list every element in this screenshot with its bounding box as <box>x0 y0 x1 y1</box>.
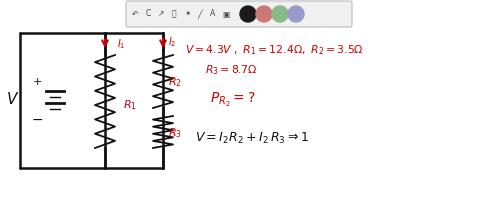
Circle shape <box>256 6 272 22</box>
Text: C: C <box>145 9 151 18</box>
Text: A: A <box>210 9 216 18</box>
Text: +: + <box>32 77 42 87</box>
Text: $I_1$: $I_1$ <box>117 37 125 51</box>
Circle shape <box>240 6 256 22</box>
Text: ↗: ↗ <box>158 9 164 18</box>
Text: $P_{R_2} =?$: $P_{R_2} =?$ <box>210 91 255 109</box>
Text: $R_1$: $R_1$ <box>123 98 137 112</box>
Text: $I_2$: $I_2$ <box>168 35 177 49</box>
Circle shape <box>288 6 304 22</box>
Text: ▣: ▣ <box>222 9 229 18</box>
Text: $V= I_2R_2+I_2\,R_3\Rightarrow 1$: $V= I_2R_2+I_2\,R_3\Rightarrow 1$ <box>195 130 309 146</box>
Text: −: − <box>31 113 43 127</box>
Text: $R_3= 8.7\Omega$: $R_3= 8.7\Omega$ <box>205 63 257 77</box>
Text: ↶: ↶ <box>132 9 138 18</box>
Text: $R_3$: $R_3$ <box>168 126 182 140</box>
FancyBboxPatch shape <box>126 1 352 27</box>
Text: ⎓: ⎓ <box>172 9 176 18</box>
Circle shape <box>272 6 288 22</box>
Text: $R_2$: $R_2$ <box>168 75 182 89</box>
Text: V: V <box>7 92 17 108</box>
Text: ╱: ╱ <box>198 9 202 19</box>
Text: $V= 4.3V\ ,\ R_1= 12.4\Omega,\ R_2= 3.5\Omega$: $V= 4.3V\ ,\ R_1= 12.4\Omega,\ R_2= 3.5\… <box>185 43 364 57</box>
Text: ✶: ✶ <box>184 9 190 18</box>
